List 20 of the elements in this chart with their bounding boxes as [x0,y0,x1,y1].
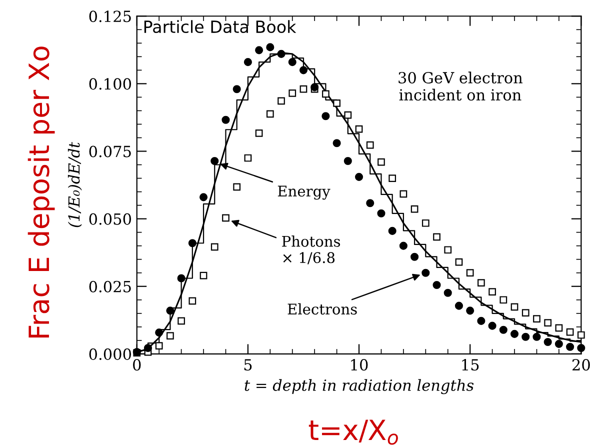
annotation: Energy [278,186,330,200]
y-axis-title: (1/E₀)dE/dt [68,142,82,228]
y-tick-label: 0.100 [89,78,132,90]
annotation: Electrons [288,303,357,315]
text: t=x/X$_{o}$ [308,420,398,445]
y-tick-label: 0.050 [89,213,132,225]
y-tick-label: 0.075 [89,146,131,158]
annotation: Particle Data Book [144,20,296,34]
x-tick-label: 15 [462,359,479,371]
x-tick-label: 0 [133,359,141,371]
x-axis-title: t = depth in radiation lengths [244,379,474,394]
y-tick-label: 0.000 [89,348,132,360]
y-tick-label: 0.125 [89,10,131,22]
annotation: 30 GeV electron incident on iron [398,72,522,101]
text: Frac E deposit per Xo [28,46,55,338]
x-tick-label: 20 [572,359,590,371]
x-tick-label: 5 [244,359,252,371]
annotation: Photons × 1/6.8 [282,236,340,264]
x-tick-label: 10 [351,359,368,371]
y-tick-label: 0.025 [89,280,131,292]
